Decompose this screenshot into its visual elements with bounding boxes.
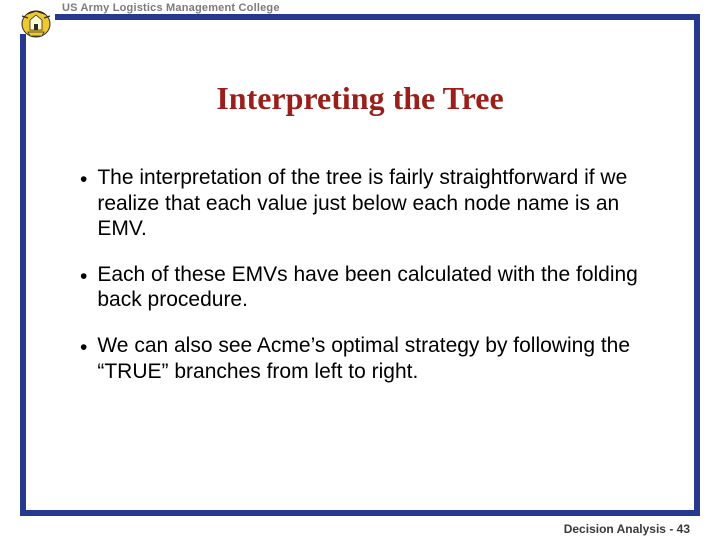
bullet-text: The interpretation of the tree is fairly… [97, 165, 640, 242]
slide-title: Interpreting the Tree [0, 80, 720, 117]
army-crest-icon [18, 8, 54, 40]
bullet-item: • We can also see Acme’s optimal strateg… [80, 333, 640, 384]
org-name: US Army Logistics Management College [62, 2, 280, 14]
bullet-list: • The interpretation of the tree is fair… [80, 165, 640, 404]
bullet-dot-icon: • [80, 167, 87, 193]
bullet-text: Each of these EMVs have been calculated … [97, 262, 640, 313]
bullet-item: • The interpretation of the tree is fair… [80, 165, 640, 242]
bullet-text: We can also see Acme’s optimal strategy … [97, 333, 640, 384]
border-top [55, 14, 700, 20]
slide-footer: Decision Analysis - 43 [564, 522, 690, 536]
border-bottom [20, 510, 700, 516]
bullet-item: • Each of these EMVs have been calculate… [80, 262, 640, 313]
bullet-dot-icon: • [80, 335, 87, 361]
bullet-dot-icon: • [80, 264, 87, 290]
